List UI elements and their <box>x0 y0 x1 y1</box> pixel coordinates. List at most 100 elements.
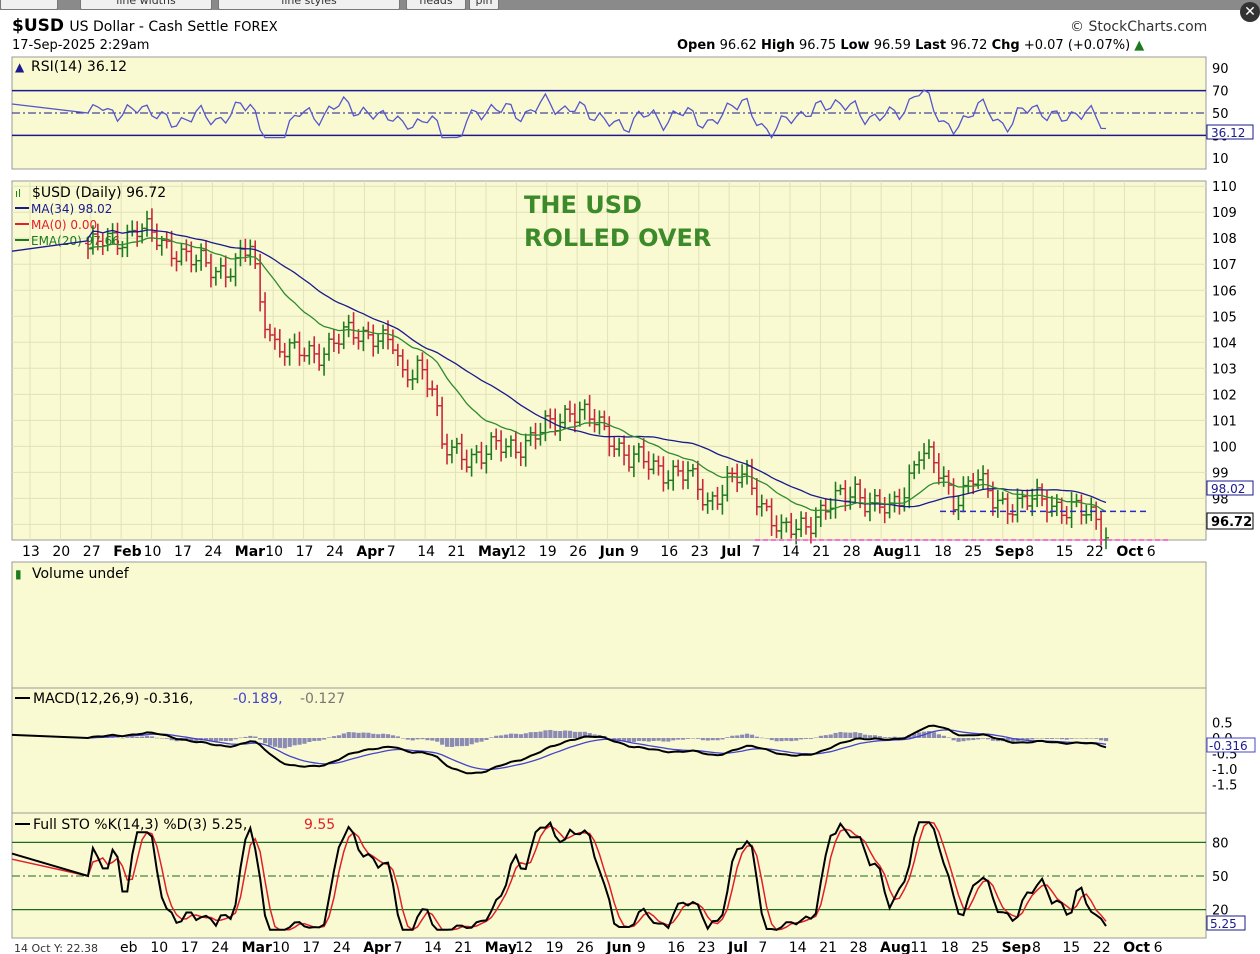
sto-label: Full STO %K(14,3) %D(3) 5.25, <box>33 817 247 833</box>
date-tick-label: 15 <box>1062 940 1080 954</box>
macd-hist-bar <box>641 738 646 742</box>
ema20-line <box>87 237 1107 513</box>
macd-hist-bar <box>956 738 961 742</box>
date-tick-label: May <box>478 544 510 560</box>
ma34-box-bg <box>1206 480 1254 496</box>
macd-hist-bar <box>1020 738 1025 741</box>
macd-hist-bar <box>567 730 573 738</box>
date-tick-label: 19 <box>546 940 564 954</box>
macd-hist-bar <box>720 738 725 740</box>
macd-hist-bar <box>504 734 509 738</box>
macd-hist-bar <box>312 738 317 742</box>
macd-hist-bar <box>385 734 391 738</box>
macd-hist-bar <box>479 738 484 742</box>
chg-value: +0.07 (+0.07%) <box>1023 38 1131 53</box>
macd-hist-bar <box>558 731 563 738</box>
close-icon[interactable]: ✕ <box>1240 2 1260 22</box>
macd-hist-bar <box>272 738 278 747</box>
macd-hist-bar <box>936 734 941 738</box>
macd-hist-bar <box>685 738 691 739</box>
datetime: 17-Sep-2025 2:29am <box>12 38 150 53</box>
macd-hist-bar <box>1040 738 1045 739</box>
macd-hist-bar <box>169 738 174 741</box>
macd-hist-bar <box>808 738 814 739</box>
macd-hist-bar <box>1025 738 1030 741</box>
date-tick-label: 25 <box>971 940 989 954</box>
macd-hist-bar <box>789 738 794 742</box>
price-legend-item: $USD (Daily) 96.72 <box>32 185 166 201</box>
macd-hist-bar <box>700 738 705 741</box>
macd-hist-bar <box>135 736 140 738</box>
macd-hist-bar <box>966 738 971 741</box>
line-widths-button[interactable]: line widths <box>80 0 212 10</box>
date-tick-label: 17 <box>302 940 320 954</box>
macd-hist-bar <box>331 736 337 738</box>
macd-hist-bar <box>582 731 587 738</box>
macd-hist-bar <box>194 738 199 742</box>
macd-hist-bar <box>189 738 194 742</box>
macd-hist-bar <box>287 738 292 747</box>
macd-hist-bar <box>508 733 514 738</box>
date-tick-label: Sep <box>995 544 1025 560</box>
macd-hist-bar <box>1104 738 1109 742</box>
macd-hist-bar <box>799 738 804 740</box>
macd-hist-bar <box>523 733 528 738</box>
pin-button[interactable]: pin <box>469 0 499 10</box>
sto-legend: Full STO %K(14,3) %D(3) 5.25, 9.55 <box>15 817 335 833</box>
date-tick-label: May <box>485 940 517 954</box>
instrument-name: US Dollar - Cash Settle <box>69 19 229 35</box>
macd-hist-bar <box>228 738 233 741</box>
macd-last-box: -0.316 <box>1206 737 1256 753</box>
sto-tick-label: 20 <box>1212 904 1229 919</box>
macd-hist-bar <box>917 732 922 738</box>
macd-hist-bar <box>715 738 720 741</box>
macd-hist-bar <box>1010 738 1015 743</box>
date-tick-label: 6 <box>1154 940 1163 954</box>
macd-hist-bar <box>804 738 809 739</box>
price-tick-label: 110 <box>1212 180 1237 195</box>
macd-hist-bar <box>277 738 282 748</box>
macd-hist-bar <box>1059 738 1064 740</box>
macd-hist-bar <box>130 736 135 738</box>
macd-hist-bar <box>1099 738 1104 741</box>
symbol-title: $USD US Dollar - Cash Settle FOREX <box>12 16 278 36</box>
sto-axis: 80 50 20 <box>1212 836 1229 918</box>
price-tick-label: 105 <box>1212 310 1237 325</box>
macd-hist-bar <box>415 738 420 740</box>
macd-hist-bar <box>1044 738 1050 739</box>
line-styles-button[interactable]: line styles <box>218 0 400 10</box>
macd-hist-bar <box>867 735 873 738</box>
macd-hist-bar <box>440 738 445 745</box>
volume-icon: ▮ <box>15 567 22 581</box>
macd-hist-bar <box>774 738 779 742</box>
macd-hist-bar <box>671 738 676 741</box>
macd-hist-bar <box>681 738 686 740</box>
macd-hist-bar <box>454 738 460 747</box>
macd-hist-bar <box>553 730 558 738</box>
date-tick-label: 9 <box>637 940 646 954</box>
toolbar-button-left[interactable] <box>0 0 58 10</box>
rsi-tick-label: 50 <box>1212 107 1229 122</box>
macd-hist-bar <box>863 734 868 738</box>
macd-hist-bar <box>892 736 897 738</box>
last-label: Last <box>915 38 947 53</box>
date-tick-label: Oct <box>1116 544 1143 560</box>
heads-button[interactable]: heads <box>406 0 466 10</box>
price-tick-label: 98 <box>1212 492 1229 507</box>
macd-hist-bar <box>951 738 956 741</box>
macd-hist-bar <box>666 738 671 742</box>
date-tick-label: 21 <box>448 544 466 560</box>
macd-hist-bar <box>1049 738 1055 739</box>
macd-hist-bar <box>877 736 882 738</box>
macd-hist-bar <box>459 738 464 747</box>
macd-hist-bar <box>769 738 774 741</box>
rsi-legend: ▲ RSI(14) 36.12 <box>15 59 127 75</box>
date-tick-label: 12 <box>515 940 533 954</box>
date-tick-label: 25 <box>964 544 982 560</box>
macd-label: MACD(12,26,9) -0.316, <box>33 691 193 707</box>
date-tick-label: 14 <box>424 940 442 954</box>
date-tick-label: 23 <box>698 940 716 954</box>
macd-hist-bar <box>931 732 937 738</box>
macd-hist-bar <box>976 738 981 740</box>
